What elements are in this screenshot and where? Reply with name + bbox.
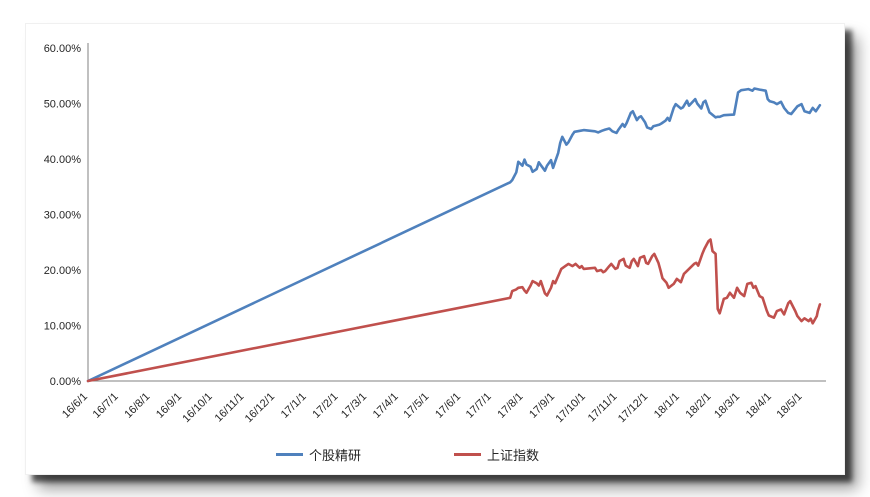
x-axis-tick-label: 16/12/1 [243, 391, 277, 425]
x-axis-tick-label: 17/8/1 [495, 391, 525, 421]
x-axis-tick-label: 18/2/1 [684, 391, 714, 421]
x-axis-tick-label: 18/1/1 [652, 391, 682, 421]
x-axis-tick-label: 16/6/1 [60, 391, 90, 421]
series-line-stock-research [86, 87, 822, 383]
x-axis-tick-label: 17/3/1 [339, 391, 369, 421]
red-line-sample-icon [454, 452, 481, 456]
x-axis-tick-label: 16/7/1 [91, 391, 121, 421]
x-axis-tick-label: 17/5/1 [401, 391, 431, 421]
x-axis-tick-label: 17/1/1 [279, 391, 309, 421]
legend-label-stock-research: 个股精研 [309, 447, 362, 463]
x-axis-tick-label: 18/3/1 [712, 391, 742, 421]
x-axis-tick-label: 18/5/1 [774, 391, 804, 421]
y-axis-tick-label: 30.00% [44, 210, 82, 222]
x-axis-tick-label: 16/8/1 [122, 391, 152, 421]
x-axis-tick-label: 16/10/1 [180, 391, 214, 425]
x-axis-tick-label: 17/6/1 [433, 391, 463, 421]
x-axis-tick-label: 16/11/1 [213, 391, 247, 425]
y-axis-tick-label: 0.00% [50, 376, 81, 388]
x-axis-tick-label: 17/11/1 [586, 391, 620, 425]
y-axis-tick-label: 60.00% [44, 43, 82, 55]
blue-line-sample-icon [276, 452, 303, 456]
legend-item-sse-index: 上证指数 [454, 445, 539, 463]
line-chart: 0.00% 10.00% 20.00% 30.00% 40.00% 50.00% 60.00… [44, 43, 826, 425]
x-axis-tick-label: 17/12/1 [616, 391, 650, 425]
x-axis-tick-label: 17/2/1 [310, 391, 340, 421]
legend-label-sse-index: 上证指数 [487, 447, 540, 463]
chart-panel: 0.00% 10.00% 20.00% 30.00% 40.00% 50.00% 60.00… [25, 23, 845, 475]
x-axis-tick-label: 17/7/1 [464, 391, 494, 421]
x-axis-tick-label: 18/4/1 [744, 391, 774, 421]
legend-item-stock-research: 个股精研 [276, 445, 361, 463]
x-axis-tick-label: 17/4/1 [371, 391, 401, 421]
series-line-sse-index [86, 238, 822, 383]
y-axis-tick-label: 20.00% [44, 265, 82, 277]
y-axis-tick-label: 40.00% [44, 154, 82, 166]
x-axis-tick-label: 17/10/1 [553, 391, 587, 425]
y-axis-tick-label: 10.00% [44, 321, 82, 333]
y-axis-tick-label: 50.00% [44, 99, 82, 111]
